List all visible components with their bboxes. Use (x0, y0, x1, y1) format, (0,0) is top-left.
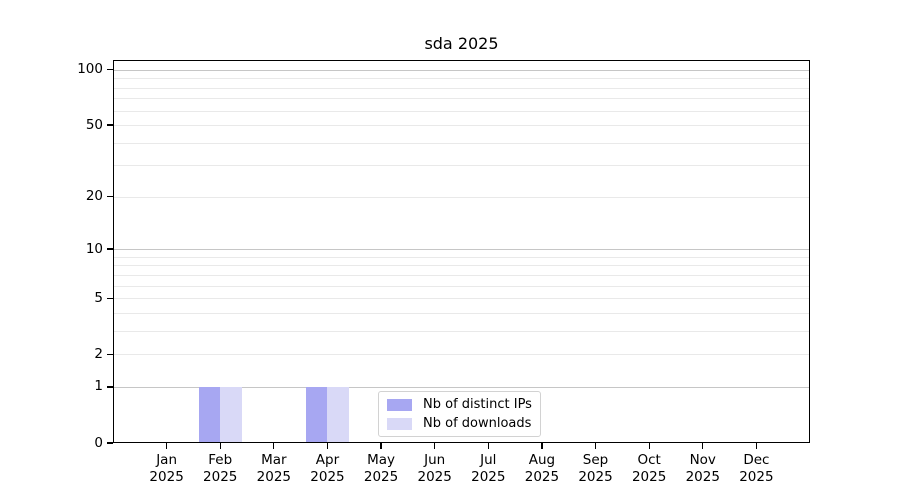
x-tick-mark (380, 443, 382, 449)
bar-apr-series0 (306, 386, 328, 443)
x-tick-mark (648, 443, 650, 449)
gridline-minor (113, 78, 810, 80)
x-tick-label: Jun 2025 (405, 452, 465, 485)
x-tick-label: Jan 2025 (137, 452, 197, 485)
x-tick-label: Dec 2025 (726, 452, 786, 485)
x-tick-label: Mar 2025 (244, 452, 304, 485)
x-tick-mark (166, 443, 168, 449)
x-tick-month: Jun (424, 452, 446, 468)
gridline-minor (113, 125, 810, 127)
y-tick-label: 1 (94, 378, 103, 395)
x-tick-year: 2025 (578, 468, 613, 485)
x-tick-label: Sep 2025 (566, 452, 626, 485)
x-tick-label: Nov 2025 (673, 452, 733, 485)
x-tick-label: Jul 2025 (458, 452, 518, 485)
gridline-decade (113, 249, 810, 251)
x-tick-month: Nov (689, 452, 716, 468)
bar-apr-series1 (327, 386, 349, 443)
x-tick-month: Oct (637, 452, 661, 468)
x-tick-month: Mar (261, 452, 287, 468)
bar-feb-series0 (198, 386, 221, 443)
y-tick-label: 10 (85, 240, 103, 257)
x-tick-mark (487, 443, 489, 449)
y-tick-label: 5 (94, 289, 103, 306)
x-tick-mark (541, 443, 543, 449)
gridline-minor (113, 330, 810, 332)
y-tick-label: 20 (85, 188, 103, 205)
gridline-minor (113, 256, 810, 258)
grid-layer (113, 60, 810, 443)
x-tick-year: 2025 (471, 468, 506, 485)
legend-swatch (387, 398, 412, 411)
x-tick-label: Oct 2025 (619, 452, 679, 485)
gridline-minor (113, 142, 810, 144)
x-tick-year: 2025 (256, 468, 292, 485)
gridline-minor (113, 312, 810, 314)
gridline-minor (113, 298, 810, 300)
bar-feb-series1 (220, 386, 242, 443)
gridline-minor (113, 110, 810, 112)
gridline-minor (113, 98, 810, 100)
bars-layer (113, 60, 810, 443)
gridline-minor (113, 274, 810, 276)
gridline-decade (113, 69, 810, 71)
y-tick-label: 0 (94, 434, 103, 451)
x-tick-month: Jan (156, 452, 178, 468)
chart-title: sda 2025 (424, 34, 499, 53)
x-tick-label: Aug 2025 (512, 452, 572, 485)
x-tick-mark (326, 443, 329, 449)
x-tick-year: 2025 (149, 468, 184, 485)
x-tick-label: Apr 2025 (297, 452, 357, 485)
x-tick-month: Dec (743, 452, 770, 468)
x-tick-mark (434, 443, 436, 449)
x-tick-mark (755, 443, 757, 449)
legend-entry: Nb of distinct IPs (387, 396, 532, 413)
x-tick-year: 2025 (203, 468, 238, 485)
x-tick-year: 2025 (631, 468, 667, 485)
legend-label: Nb of downloads (423, 416, 532, 431)
x-tick-label: May 2025 (351, 452, 411, 485)
gridline-minor (113, 285, 810, 287)
x-tick-year: 2025 (685, 468, 720, 485)
x-tick-month: Sep (582, 452, 609, 468)
x-tick-mark (594, 443, 597, 449)
x-tick-month: Jul (480, 452, 497, 468)
x-tick-year: 2025 (524, 468, 560, 485)
x-tick-year: 2025 (363, 468, 399, 485)
x-tick-month: Aug (528, 452, 556, 468)
legend-entry: Nb of downloads (387, 415, 532, 432)
x-tick-month: Apr (315, 452, 340, 468)
x-tick-label: Feb 2025 (190, 452, 250, 485)
gridline-minor (113, 354, 810, 356)
legend: Nb of distinct IPs Nb of downloads (378, 391, 541, 437)
gridline-decade (113, 386, 810, 388)
y-tick-label: 2 (94, 345, 103, 362)
x-tick-year: 2025 (310, 468, 345, 485)
x-tick-year: 2025 (739, 468, 774, 485)
y-tick-label: 100 (77, 61, 103, 78)
x-tick-mark (219, 443, 221, 449)
y-tick-label: 50 (85, 116, 103, 133)
x-tick-month: May (367, 452, 396, 468)
legend-swatch (387, 417, 412, 430)
gridline-minor (113, 87, 810, 89)
gridline-minor (113, 265, 810, 267)
legend-label: Nb of distinct IPs (423, 397, 532, 412)
x-tick-month: Feb (208, 452, 233, 468)
x-tick-year: 2025 (417, 468, 452, 485)
x-tick-mark (273, 443, 275, 449)
gridline-minor (113, 165, 810, 167)
x-tick-mark (702, 443, 704, 449)
gridline-minor (113, 196, 810, 198)
